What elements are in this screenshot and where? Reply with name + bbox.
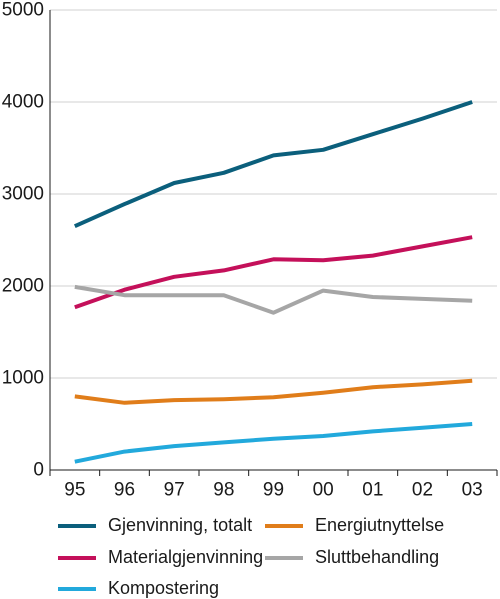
y-tick-label: 5000: [2, 0, 44, 21]
series-line-gjenvinning-totalt: [73, 100, 473, 229]
x-tick-label: 96: [114, 480, 135, 501]
y-tick-label: 1000: [2, 368, 44, 389]
x-tick-label: 98: [213, 480, 234, 501]
axes: [49, 10, 498, 476]
x-tick-label: 02: [412, 480, 433, 501]
y-tick-label: 2000: [2, 276, 44, 297]
y-tick-labels: 0 1000 2000 3000 4000 5000: [2, 0, 44, 481]
x-tick-label: 00: [313, 480, 334, 501]
series-line-materialgjenvinning: [74, 235, 473, 310]
x-tick-labels: 95 96 97 98 99 00 01 02 03: [64, 480, 482, 501]
series-line-kompostering: [74, 422, 473, 464]
series-lines: [73, 100, 473, 464]
grid-lines: [50, 9, 497, 379]
x-tick-label: 97: [164, 480, 185, 501]
x-tick-label: 01: [362, 480, 383, 501]
x-tick-label: 03: [462, 480, 483, 501]
x-tick-label: 99: [263, 480, 284, 501]
y-tick-label: 3000: [2, 184, 44, 205]
x-tick-label: 95: [64, 480, 85, 501]
series-line-energiutnyttelse: [74, 378, 473, 405]
y-tick-label: 4000: [2, 92, 44, 113]
y-tick-label: 0: [33, 460, 44, 481]
series-line-sluttbehandling: [74, 284, 473, 315]
